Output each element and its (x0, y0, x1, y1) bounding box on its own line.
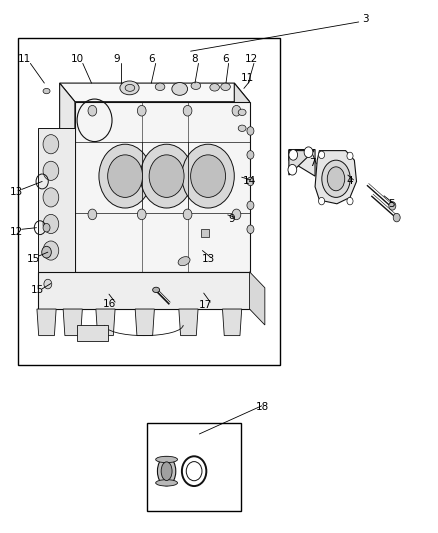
Circle shape (44, 279, 52, 289)
Circle shape (347, 152, 353, 160)
Polygon shape (223, 309, 242, 336)
Ellipse shape (191, 82, 201, 90)
Polygon shape (179, 309, 198, 336)
Ellipse shape (322, 160, 350, 197)
Circle shape (42, 246, 51, 258)
Ellipse shape (238, 109, 246, 116)
Text: 8: 8 (192, 54, 198, 64)
Bar (18, 38, 280, 365)
Ellipse shape (327, 167, 345, 191)
Ellipse shape (120, 81, 139, 95)
Bar (201, 229, 209, 237)
Text: 15: 15 (31, 286, 44, 295)
Text: 4: 4 (346, 176, 353, 187)
Ellipse shape (125, 84, 135, 91)
Circle shape (247, 177, 254, 185)
Circle shape (43, 214, 59, 233)
Circle shape (149, 155, 184, 197)
Text: 13: 13 (9, 187, 23, 197)
Circle shape (318, 151, 325, 159)
Circle shape (288, 165, 297, 175)
Polygon shape (77, 325, 108, 341)
Text: 12: 12 (245, 54, 258, 64)
Circle shape (247, 151, 254, 159)
Circle shape (318, 197, 325, 205)
Text: 11: 11 (18, 54, 32, 64)
Circle shape (183, 209, 192, 220)
Circle shape (88, 209, 97, 220)
Text: 6: 6 (148, 54, 155, 64)
Circle shape (138, 209, 146, 220)
Circle shape (99, 144, 151, 208)
Circle shape (43, 135, 59, 154)
Circle shape (182, 144, 234, 208)
Polygon shape (60, 83, 75, 272)
Text: 3: 3 (362, 14, 369, 25)
Polygon shape (38, 272, 250, 309)
Circle shape (108, 155, 143, 197)
Text: 14: 14 (243, 176, 256, 187)
Polygon shape (96, 309, 115, 336)
Text: 9: 9 (229, 214, 235, 224)
Circle shape (304, 147, 313, 158)
Circle shape (43, 188, 59, 207)
Circle shape (141, 144, 193, 208)
Circle shape (393, 213, 400, 222)
Circle shape (247, 127, 254, 135)
Ellipse shape (178, 257, 190, 266)
Polygon shape (60, 83, 250, 102)
Text: 18: 18 (256, 402, 269, 413)
Ellipse shape (221, 83, 230, 91)
Text: 12: 12 (9, 227, 23, 237)
Ellipse shape (43, 88, 50, 94)
Text: 15: 15 (27, 254, 40, 263)
Circle shape (247, 225, 254, 233)
Polygon shape (37, 309, 56, 336)
Text: 5: 5 (388, 199, 395, 209)
Circle shape (43, 241, 59, 260)
Polygon shape (234, 83, 250, 272)
Polygon shape (289, 151, 314, 175)
Text: 17: 17 (199, 300, 212, 310)
Polygon shape (75, 102, 250, 272)
Circle shape (232, 106, 241, 116)
Ellipse shape (172, 83, 187, 95)
Text: 6: 6 (222, 54, 229, 64)
Text: 11: 11 (241, 73, 254, 83)
Polygon shape (250, 272, 265, 325)
Circle shape (138, 106, 146, 116)
Text: 7: 7 (310, 158, 316, 168)
Circle shape (43, 161, 59, 180)
Circle shape (191, 155, 226, 197)
Ellipse shape (152, 287, 159, 293)
Polygon shape (38, 128, 75, 272)
Ellipse shape (210, 84, 219, 91)
Text: 9: 9 (113, 54, 120, 64)
Circle shape (389, 201, 396, 210)
Text: 13: 13 (201, 254, 215, 263)
Circle shape (247, 201, 254, 209)
Circle shape (43, 223, 50, 232)
Ellipse shape (161, 462, 172, 480)
Ellipse shape (155, 456, 177, 463)
Circle shape (289, 150, 297, 160)
Text: 16: 16 (103, 298, 117, 309)
Circle shape (232, 209, 241, 220)
Circle shape (88, 106, 97, 116)
Bar (147, 423, 241, 511)
Polygon shape (315, 151, 357, 204)
Ellipse shape (155, 83, 165, 91)
Ellipse shape (157, 457, 176, 486)
Ellipse shape (155, 480, 177, 486)
Text: 10: 10 (71, 54, 84, 64)
Polygon shape (63, 309, 82, 336)
Circle shape (183, 106, 192, 116)
Polygon shape (135, 309, 154, 336)
Polygon shape (289, 150, 315, 176)
Circle shape (347, 197, 353, 205)
Ellipse shape (238, 125, 246, 132)
